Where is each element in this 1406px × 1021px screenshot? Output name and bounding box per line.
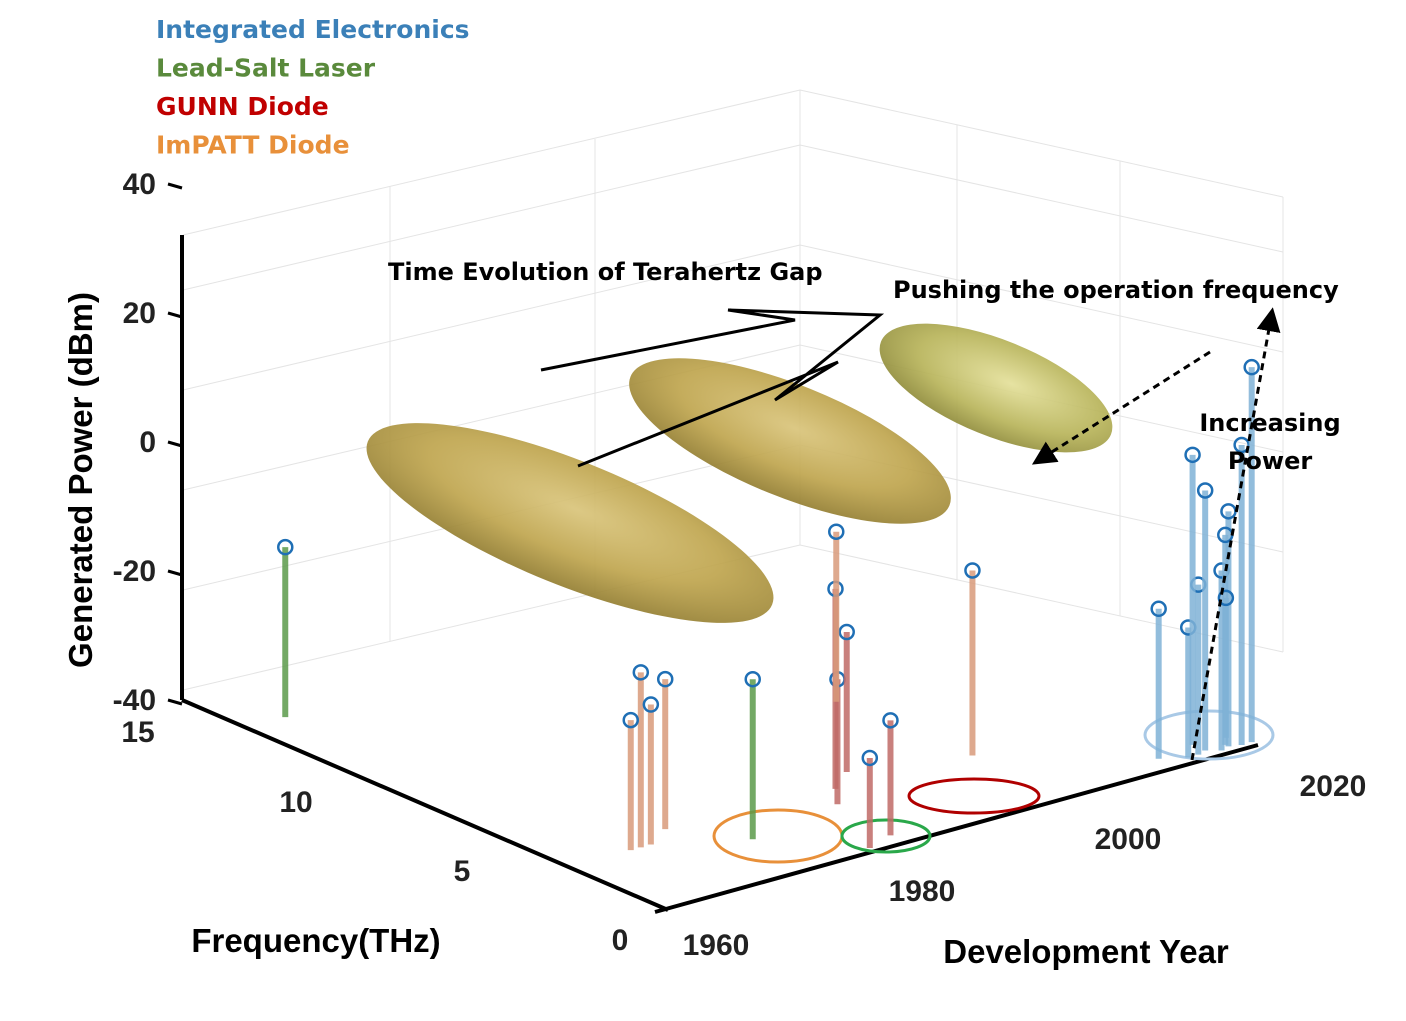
integrated-electronics-point-10 [1217, 589, 1235, 607]
gap-ellipsoid-3 [879, 323, 1113, 453]
frequency-tick-label: 0 [612, 924, 629, 957]
increasing-annotation-line1: Increasing [1199, 409, 1340, 437]
increasing-power-arrow [1190, 307, 1281, 761]
power-tick-mark [167, 698, 183, 706]
power-tick-mark [167, 182, 183, 190]
frequency-tick-label: 5 [454, 855, 471, 888]
increasing-annotation-line2: Power [1228, 447, 1313, 475]
impatt-region-circle [712, 808, 844, 864]
impatt-diode-point-5 [828, 523, 845, 540]
impatt-diode-point-0 [632, 664, 650, 681]
pushing-annotation: Pushing the operation frequency [893, 276, 1339, 304]
lead-salt-region-circle [840, 818, 932, 854]
gap-ellipsoid-1 [366, 423, 774, 623]
axes [180, 235, 1259, 914]
integrated-electronics-point-4 [1196, 482, 1214, 499]
power-axis-ticks: -40 -20 0 20 40 [113, 168, 183, 717]
frequency-axis-label: Frequency(THz) [191, 922, 440, 959]
gunn-region-circle [907, 777, 1041, 815]
frequency-axis-ticks: 0 5 10 15 [121, 716, 628, 957]
frequency-tick-label: 10 [279, 786, 312, 819]
gap-pointer-line [540, 308, 885, 468]
lead-salt-laser-point-0 [277, 538, 294, 556]
electronics-region-circle [1143, 709, 1275, 761]
power-tick-label: -20 [113, 555, 156, 588]
impatt-diode-point-2 [642, 696, 660, 713]
gunn-diode-point-3 [882, 712, 899, 729]
gap-ellipsoid-2 [629, 358, 951, 524]
impatt-diode-point-1 [622, 711, 639, 729]
power-tick-label: 20 [123, 297, 156, 330]
power-tick-mark [167, 569, 183, 577]
pushing-arrow [1031, 350, 1211, 465]
legend-item-impatt-diode: ImPATT Diode [156, 131, 350, 160]
frequency-tick-label: 15 [121, 716, 154, 749]
integrated-electronics-point-3 [1184, 446, 1201, 464]
gap-annotation: Time Evolution of Terahertz Gap [388, 258, 823, 286]
impatt-diode-point-4 [964, 562, 981, 579]
year-tick-label: 1980 [889, 875, 956, 908]
integrated-electronics-point-8 [1233, 436, 1250, 454]
year-tick-label: 1960 [683, 929, 750, 962]
gunn-diode-point-2 [838, 623, 855, 641]
legend-item-integrated-electronics: Integrated Electronics [156, 15, 470, 44]
year-axis-ticks: 1960 1980 2000 2020 [683, 770, 1367, 962]
year-tick-label: 2000 [1095, 823, 1162, 856]
power-tick-mark [167, 440, 183, 448]
frequency-axis-line [181, 698, 669, 912]
year-axis-label: Development Year [943, 933, 1229, 970]
power-tick-mark [167, 311, 183, 319]
lead-salt-laser-point-1 [744, 670, 761, 688]
legend-item-gunn-diode: GUNN Diode [156, 92, 329, 121]
power-tick-label: 40 [123, 168, 156, 201]
integrated-electronics-point-0 [1150, 600, 1167, 618]
data-stems [277, 358, 1260, 851]
impatt-diode-point-3 [656, 670, 674, 688]
integrated-electronics-point-9 [1243, 358, 1260, 376]
legend: Integrated Electronics Lead-Salt Laser GUN… [156, 15, 470, 160]
legend-item-lead-salt-laser: Lead-Salt Laser [156, 54, 376, 83]
technology-region-circles [712, 709, 1275, 864]
power-tick-label: 0 [139, 426, 156, 459]
year-tick-label: 2020 [1300, 770, 1367, 803]
year-axis-line [654, 743, 1259, 914]
annotation-lines [540, 307, 1281, 761]
power-tick-label: -40 [113, 684, 156, 717]
gunn-diode-point-4 [861, 749, 879, 767]
terahertz-gap-ellipsoids [366, 323, 1113, 623]
power-axis-label: Generated Power (dBm) [62, 292, 99, 668]
